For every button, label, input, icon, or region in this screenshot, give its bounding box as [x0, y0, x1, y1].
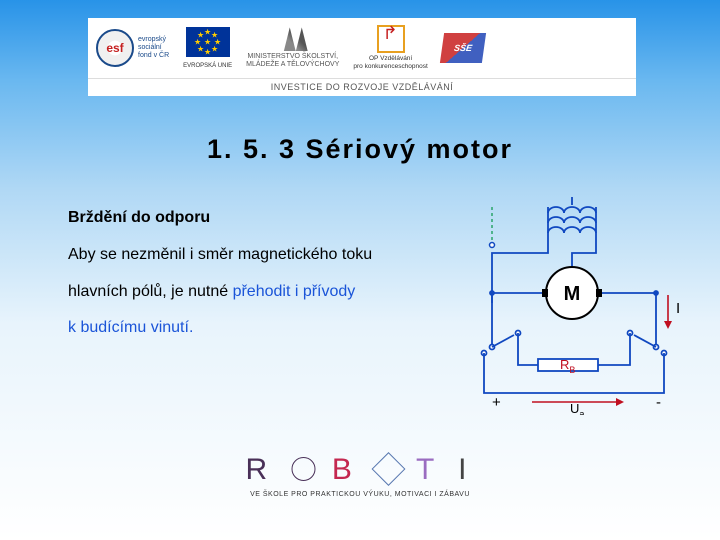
header-banner: esf evropský sociální fond v ČR EVROPSKÁ…	[88, 18, 636, 96]
eu-label: EVROPSKÁ UNIE	[183, 63, 232, 69]
brand-letter-t: T	[416, 453, 442, 486]
brand-letter-i: I	[458, 453, 474, 486]
msmt-logo: MINISTERSTVO ŠKOLSTVÍ, MLÁDEŽE A TĚLOVÝC…	[246, 27, 339, 68]
op-logo: OP Vzdělávání pro konkurenceschopnost	[353, 25, 427, 71]
body-subheading: Brždění do odporu	[68, 200, 438, 237]
logos-row: esf evropský sociální fond v ČR EVROPSKÁ…	[88, 18, 636, 78]
body-line-1: Aby se nezměnil i směr magnetického toku	[68, 237, 438, 274]
msmt-icon	[278, 27, 308, 51]
body-line-2a: hlavních pólů, je nutné	[68, 283, 233, 300]
sse-label: SŠE	[453, 43, 472, 53]
brand-letter-b: B	[332, 453, 360, 486]
op-label: OP Vzdělávání pro konkurenceschopnost	[353, 55, 427, 71]
footer-logo: R B T I VE ŠKOLE PRO PRAKTICKOU VÝUKU, M…	[246, 453, 475, 498]
circuit-svg: M I	[452, 195, 692, 415]
esf-label: evropský sociální fond v ČR	[138, 36, 169, 59]
voltage-arrow-icon: Ua	[532, 398, 624, 415]
body-line-3: k budícímu vinutí.	[68, 310, 438, 347]
esf-logo: esf evropský sociální fond v ČR	[96, 29, 169, 67]
eu-logo: EVROPSKÁ UNIE	[183, 27, 232, 69]
footer-tagline: VE ŠKOLE PRO PRAKTICKOU VÝUKU, MOTIVACI …	[246, 491, 475, 498]
node-icon	[490, 243, 495, 248]
motor-label: M	[564, 283, 581, 305]
page-title: 1. 5. 3 Sériový motor	[0, 134, 720, 165]
sse-logo: SŠE	[440, 33, 486, 63]
msmt-label: MINISTERSTVO ŠKOLSTVÍ, MLÁDEŽE A TĚLOVÝC…	[246, 53, 339, 68]
body-text: Brždění do odporu Aby se nezměnil i směr…	[68, 200, 438, 347]
roboti-wordmark: R B T I	[246, 453, 475, 487]
brand-letter-r: R	[246, 453, 276, 486]
brush-left-icon	[542, 289, 548, 297]
brush-right-icon	[596, 289, 602, 297]
field-winding-icon	[548, 197, 596, 237]
body-line-2-highlight: přehodit i přívody	[233, 283, 356, 300]
circuit-diagram: M I	[452, 195, 692, 415]
voltage-label: Ua	[570, 401, 584, 415]
circle-icon	[292, 457, 316, 481]
current-arrow-icon: I	[664, 295, 680, 329]
plus-label: +	[492, 394, 501, 411]
current-label: I	[676, 300, 680, 317]
minus-label: -	[656, 394, 661, 411]
header-subtitle: INVESTICE DO ROZVOJE VZDĚLÁVÁNÍ	[88, 78, 636, 95]
eu-flag-icon	[186, 27, 230, 57]
esf-icon: esf	[96, 29, 134, 67]
diamond-icon	[371, 452, 405, 486]
op-icon	[377, 25, 405, 53]
body-line-2: hlavních pólů, je nutné přehodit i přívo…	[68, 274, 438, 311]
